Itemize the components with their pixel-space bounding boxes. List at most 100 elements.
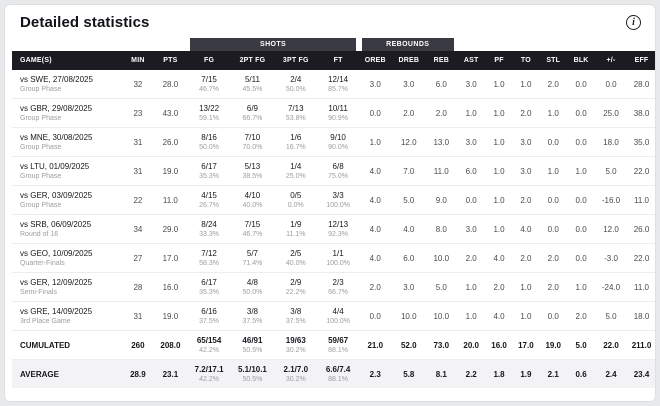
column-header-plus-minus: +/- — [595, 51, 627, 70]
table-row: vs SWE, 27/08/2025 Group Phase 32 28.0 7/15 4… — [12, 70, 655, 99]
column-header-ft: FT — [317, 51, 359, 70]
stat-cell-reb: 5.0 — [425, 272, 457, 302]
stat-cell-eff: 22.0 — [627, 156, 655, 186]
group-header-spacer — [457, 38, 655, 51]
shooting-percentage: 40.0% — [242, 202, 263, 209]
shooting-percentage: 88.1% — [328, 347, 349, 354]
stat-cell-dreb: 2.0 — [391, 98, 426, 128]
stat-cell-ast: 1.0 — [456, 272, 486, 302]
game-phase: Round of 16 — [20, 231, 59, 238]
stat-cell-3pt-fg: 2/9 22.2% — [274, 272, 318, 302]
column-header-3pt-fg: 3PT FG — [274, 51, 318, 70]
shooting-percentage: 50.5% — [242, 376, 263, 383]
shooting-percentage: 50.0% — [199, 144, 220, 151]
stat-cell-ft: 6.6/7.4 88.1% — [317, 359, 359, 388]
game-phase: Group Phase — [20, 86, 62, 93]
stat-cell-3pt-fg: 19/63 30.2% — [274, 330, 318, 360]
made-attempted: 9/10 — [330, 133, 346, 142]
game-label: vs GEO, 10/09/2025 — [20, 249, 93, 258]
stat-cell-dreb: 7.0 — [391, 156, 426, 186]
group-header-spacer — [12, 38, 187, 51]
stat-cell-oreb: 21.0 — [358, 330, 392, 360]
column-header-to: TO — [512, 51, 540, 70]
column-header-games: GAME(S) — [12, 51, 123, 70]
game-cell: vs GER, 12/09/2025 Semi-Finals — [12, 272, 123, 302]
stat-cell-2pt-fg: 5/13 38.5% — [230, 156, 275, 186]
shooting-percentage: 16.7% — [285, 144, 306, 151]
stat-cell-ft: 4/4 100.0% — [317, 301, 359, 331]
stat-cell-to: 1.0 — [512, 70, 540, 99]
stat-cell-eff: 28.0 — [627, 70, 655, 99]
info-icon-glyph: i — [632, 17, 635, 28]
stat-cell-ft: 10/11 90.9% — [317, 98, 359, 128]
stat-cell-3pt-fg: 1/9 11.1% — [274, 214, 318, 244]
stat-cell-stl: 0.0 — [539, 214, 568, 244]
game-label: vs SWE, 27/08/2025 — [20, 75, 93, 84]
table-row: vs GBR, 29/08/2025 Group Phase 23 43.0 13/22… — [12, 98, 655, 128]
column-header-2pt-fg: 2PT FG — [230, 51, 275, 70]
made-attempted: 7/13 — [287, 104, 304, 113]
stat-cell-eff: 211.0 — [627, 330, 655, 360]
made-attempted: 1/1 — [332, 249, 344, 258]
average-row: AVERAGE 28.9 23.1 7.2/17.1 42.2% 5.1/10.1 50.5… — [12, 359, 655, 388]
made-attempted: 7.2/17.1 — [194, 365, 224, 374]
game-cell: CUMULATED — [12, 330, 123, 360]
stat-cell-oreb: 3.0 — [358, 70, 392, 99]
stat-cell-pf: 1.0 — [485, 156, 513, 186]
stat-cell-min: 22 — [122, 185, 154, 215]
stat-cell-to: 2.0 — [512, 185, 540, 215]
stat-cell-blk: 0.0 — [567, 214, 596, 244]
stat-cell-fg: 13/22 59.1% — [187, 98, 231, 128]
stat-cell-fg: 8/16 50.0% — [187, 127, 231, 157]
shooting-percentage: 35.3% — [199, 289, 220, 296]
stat-cell-pts: 19.0 — [153, 156, 188, 186]
made-attempted: 7/15 — [201, 75, 217, 84]
stat-cell-fg: 7.2/17.1 42.2% — [187, 359, 231, 388]
game-label: vs GRE, 14/09/2025 — [20, 307, 93, 316]
game-phase: Group Phase — [20, 202, 62, 209]
made-attempted: 10/11 — [328, 104, 348, 113]
column-header-pf: PF — [485, 51, 513, 70]
stat-cell-pts: 23.1 — [153, 359, 188, 388]
column-header-row: GAME(S) MIN PTS FG 2PT FG 3PT FG FT OREB DREB REB… — [12, 51, 655, 70]
shooting-percentage: 85.7% — [328, 86, 349, 93]
game-cell: vs LTU, 01/09/2025 Group Phase — [12, 156, 123, 186]
shooting-percentage: 26.7% — [199, 202, 220, 209]
game-cell: AVERAGE — [12, 359, 123, 388]
shooting-percentage: 58.3% — [199, 260, 220, 267]
stat-cell-to: 3.0 — [512, 127, 540, 157]
game-phase: 3rd Place Game — [20, 318, 71, 325]
stat-cell-fg: 4/15 26.7% — [187, 185, 231, 215]
shooting-percentage: 42.2% — [199, 347, 220, 354]
shooting-percentage: 100.0% — [326, 202, 350, 209]
shooting-percentage: 37.5% — [285, 318, 306, 325]
shooting-percentage: 37.5% — [242, 318, 263, 325]
made-attempted: 7/12 — [201, 249, 217, 258]
info-icon[interactable]: i — [626, 15, 641, 30]
column-header-pts: PTS — [153, 51, 188, 70]
shooting-percentage: 50.0% — [285, 86, 306, 93]
stat-cell-reb: 73.0 — [425, 330, 457, 360]
stat-cell-dreb: 5.8 — [391, 359, 426, 388]
stat-cell-3pt-fg: 3/8 37.5% — [274, 301, 318, 331]
made-attempted: 1/9 — [290, 220, 302, 229]
made-attempted: 4/4 — [332, 307, 344, 316]
stat-cell-ft: 59/67 88.1% — [317, 330, 359, 360]
made-attempted: 6/9 — [246, 104, 258, 113]
stat-cell-plus-minus: 5.0 — [595, 301, 627, 331]
made-attempted: 4/8 — [246, 278, 258, 287]
column-header-stl: STL — [539, 51, 568, 70]
game-label: CUMULATED — [20, 340, 71, 350]
stat-cell-3pt-fg: 2.1/7.0 30.2% — [274, 359, 318, 388]
statistics-table: SHOTS REBOUNDS GAME(S) MIN PTS FG 2PT FG 3PT F… — [12, 38, 655, 388]
shooting-percentage: 38.5% — [242, 173, 263, 180]
stat-cell-ast: 3.0 — [456, 214, 486, 244]
stat-cell-dreb: 5.0 — [391, 185, 426, 215]
stat-cell-3pt-fg: 7/13 53.8% — [274, 98, 318, 128]
stat-cell-oreb: 4.0 — [358, 185, 392, 215]
stat-cell-stl: 2.0 — [539, 70, 568, 99]
detailed-statistics-card: Detailed statistics i SHOTS REBOUNDS GAME… — [4, 4, 656, 402]
game-cell: vs SRB, 06/09/2025 Round of 16 — [12, 214, 123, 244]
stat-cell-plus-minus: -24.0 — [595, 272, 627, 302]
